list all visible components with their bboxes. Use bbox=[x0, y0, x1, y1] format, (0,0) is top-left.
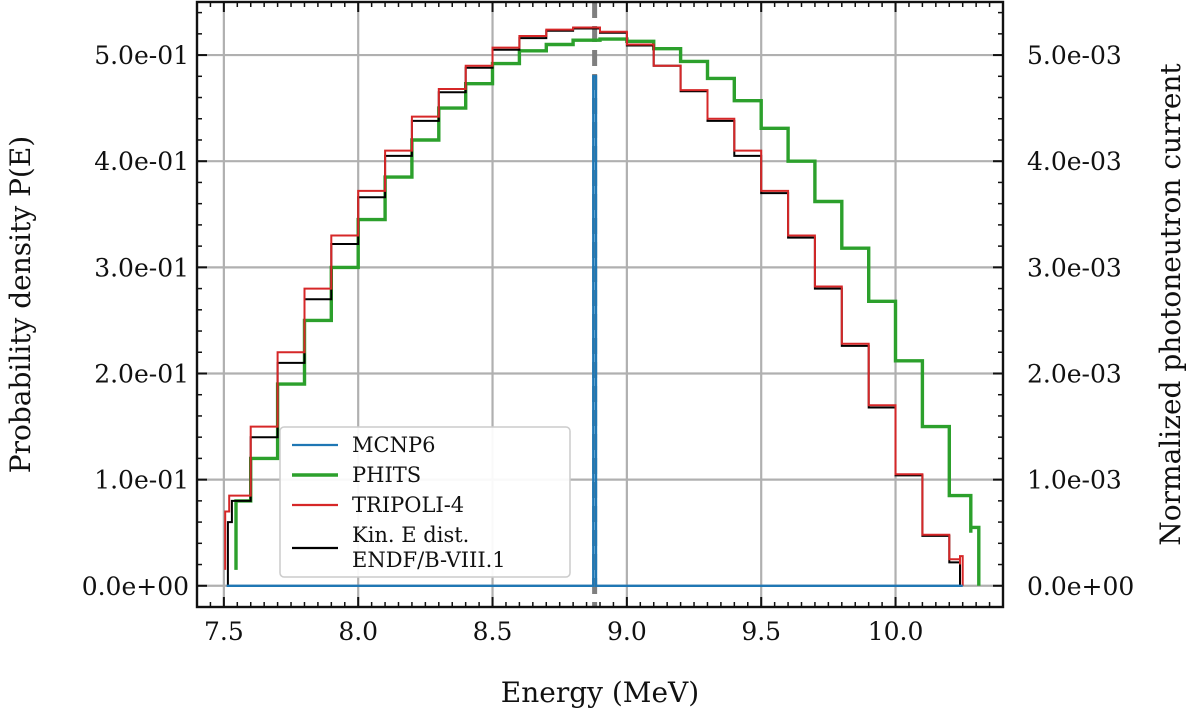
legend-label-phits: PHITS bbox=[352, 463, 421, 487]
y-right-tick-label: 4.0e-03 bbox=[1027, 147, 1122, 176]
x-tick-label: 8.0 bbox=[338, 617, 378, 646]
x-tick-label: 10.0 bbox=[868, 617, 924, 646]
legend-label-mcnp6: MCNP6 bbox=[352, 433, 435, 457]
y-left-tick-label: 1.0e-01 bbox=[94, 466, 189, 495]
y-right-tick-label: 1.0e-03 bbox=[1027, 466, 1122, 495]
y-left-tick-label: 5.0e-01 bbox=[94, 41, 189, 70]
legend-label-tripoli-4: TRIPOLI-4 bbox=[352, 493, 464, 517]
y-left-tick-label: 4.0e-01 bbox=[94, 147, 189, 176]
x-tick-label: 9.5 bbox=[741, 617, 781, 646]
y-left-tick-label: 3.0e-01 bbox=[94, 253, 189, 282]
series-line-mcnp6 bbox=[226, 75, 963, 587]
y-right-tick-label: 5.0e-03 bbox=[1027, 41, 1122, 70]
axis-ticks: 7.5 8.0 8.5 9.0 9.5 10.0 0.0e+00 1.0e-01 2.0e-01… bbox=[82, 2, 1134, 646]
y-left-tick-label: 0.0e+00 bbox=[82, 572, 189, 601]
legend-label-kin-e-dist-endf-b-viii-1: Kin. E dist. ENDF/B-VIII.1 bbox=[352, 523, 506, 572]
y-right-tick-label: 2.0e-03 bbox=[1027, 359, 1122, 388]
series-layer bbox=[224, 26, 981, 587]
y-right-axis-label: Normalized photoneutron current bbox=[1154, 63, 1187, 546]
y-left-tick-label: 2.0e-01 bbox=[94, 359, 189, 388]
y-right-tick-label: 3.0e-03 bbox=[1027, 253, 1122, 282]
series-line-tripoli-4 bbox=[224, 26, 964, 586]
x-tick-label: 8.5 bbox=[473, 617, 513, 646]
x-tick-label: 7.5 bbox=[204, 617, 244, 646]
y-left-axis-label: Probability density P(E) bbox=[4, 136, 37, 473]
legend-box bbox=[279, 426, 571, 578]
y-right-tick-label: 0.0e+00 bbox=[1027, 572, 1134, 601]
x-axis-label: Energy (MeV) bbox=[501, 676, 699, 709]
x-tick-label: 9.0 bbox=[607, 617, 647, 646]
legend: MCNP6 PHITS TRIPOLI-4 Kin. E dist. ENDF/B-VI… bbox=[279, 426, 571, 578]
